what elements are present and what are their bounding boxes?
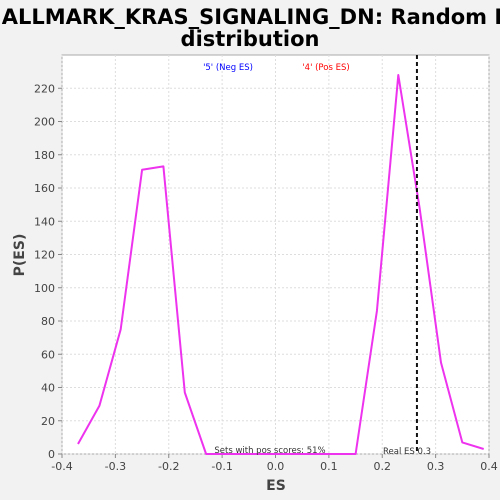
y-tick-label: 140: [34, 215, 55, 228]
y-tick-label: 40: [41, 382, 55, 395]
x-tick-label: 0.3: [427, 460, 445, 473]
y-axis-label: P(ES): [12, 234, 28, 277]
legend-pos-es: '4' (Pos ES): [302, 63, 349, 73]
x-tick-label: -0.3: [105, 460, 126, 473]
x-tick-label: 0.2: [374, 460, 392, 473]
x-tick-label: -0.2: [158, 460, 179, 473]
x-tick-label: 0.4: [480, 460, 498, 473]
annotation-pos-scores: Sets with pos scores: 51%: [214, 446, 325, 456]
y-tick-label: 100: [34, 282, 55, 295]
chart-title-line1: HALLMARK_KRAS_SIGNALING_DN: Random ES: [0, 5, 500, 29]
y-tick-label: 0: [48, 448, 55, 461]
x-tick-label: 0.1: [320, 460, 338, 473]
axes: -0.4 -0.3 -0.2 -0.1 0.0 0.1 0.2 0.3 0.4 0 20 40 60 80…: [34, 82, 498, 473]
x-tick-label: -0.4: [51, 460, 72, 473]
y-tick-label: 220: [34, 82, 55, 95]
x-axis-label: ES: [266, 478, 286, 494]
y-tick-label: 60: [41, 348, 55, 361]
series-layer: [77, 74, 484, 455]
annotation-real-es: Real ES 0.3: [383, 447, 431, 457]
x-tick-label: -0.1: [211, 460, 232, 473]
series-line: [77, 74, 484, 455]
x-tick-label: 0.0: [267, 460, 285, 473]
y-tick-label: 80: [41, 315, 55, 328]
y-tick-label: 200: [34, 116, 55, 129]
y-tick-label: 160: [34, 182, 55, 195]
y-tick-label: 180: [34, 149, 55, 162]
y-tick-label: 120: [34, 249, 55, 262]
legend-neg-es: '5' (Neg ES): [203, 63, 253, 73]
chart-title-line2: distribution: [181, 27, 320, 51]
y-tick-label: 20: [41, 415, 55, 428]
grid: [61, 55, 490, 455]
